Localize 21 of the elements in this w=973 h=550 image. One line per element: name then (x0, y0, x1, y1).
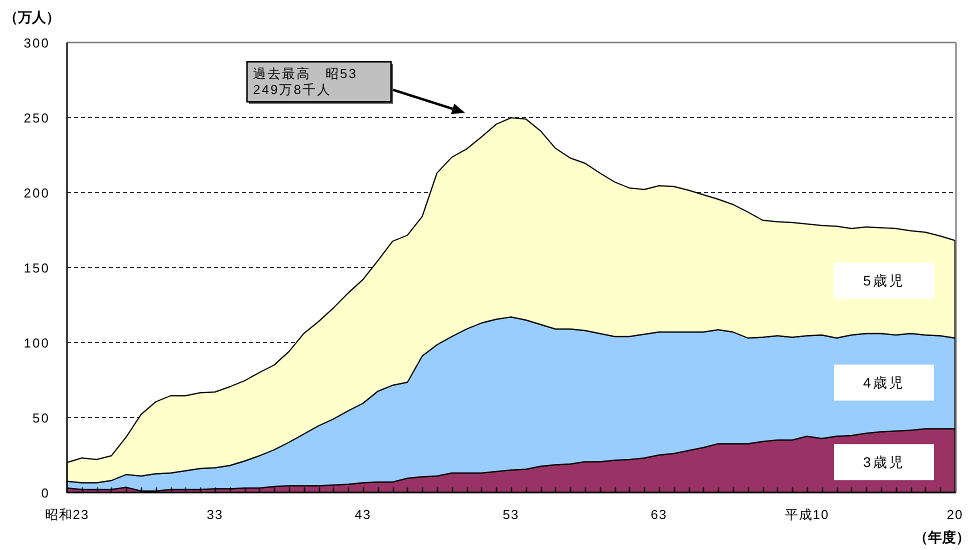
callout: 過去最高 昭53 249万8千人 (246, 61, 393, 104)
annotation: 過去最高 昭53 249万8千人 (253, 66, 358, 98)
y-tick-label: 150 (24, 260, 50, 276)
x-tick-label: 20 (946, 507, 964, 522)
x-tick-label: 63 (650, 507, 668, 522)
y-tick-label: 200 (24, 186, 50, 200)
y-tick-label: 300 (24, 36, 50, 50)
x-tick-label: 53 (502, 507, 520, 522)
x-axis-title: （年度） (914, 529, 970, 545)
y-tick-label: 100 (24, 336, 50, 350)
series-label: 5歳児 (863, 272, 905, 289)
series-label: 4歳児 (863, 374, 905, 391)
y-axis-title: （万人） (4, 9, 60, 25)
y-tick-label: 0 (41, 486, 50, 500)
series-label: 3歳児 (863, 454, 905, 470)
x-tick-label: 昭和23 (44, 507, 90, 522)
x-tick-label: 33 (206, 507, 224, 522)
x-tick-label: 43 (354, 507, 372, 522)
x-tick-label: 平成10 (784, 507, 830, 522)
y-tick-label: 50 (32, 410, 50, 426)
y-tick-label: 250 (24, 110, 50, 126)
